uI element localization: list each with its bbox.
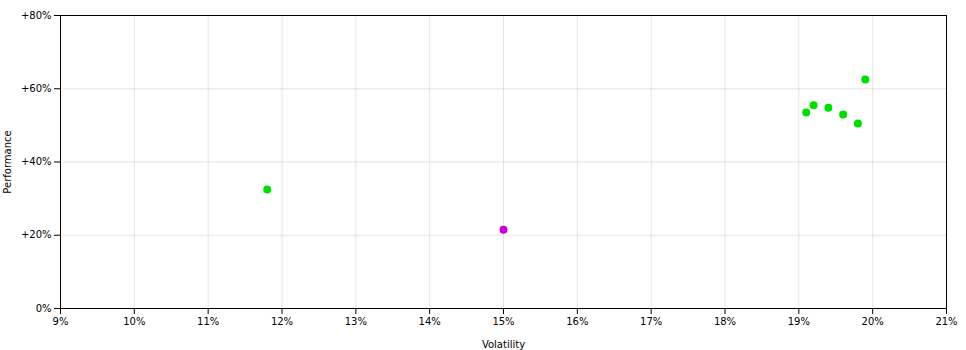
svg-text:20%: 20% — [862, 316, 884, 327]
svg-text:21%: 21% — [935, 316, 957, 327]
svg-text:+60%: +60% — [21, 83, 52, 94]
svg-text:11%: 11% — [197, 316, 219, 327]
svg-text:Volatility: Volatility — [482, 339, 525, 350]
svg-text:13%: 13% — [345, 316, 367, 327]
svg-text:+80%: +80% — [21, 10, 52, 21]
svg-text:14%: 14% — [419, 316, 441, 327]
svg-text:15%: 15% — [492, 316, 514, 327]
svg-text:18%: 18% — [714, 316, 736, 327]
svg-text:17%: 17% — [640, 316, 662, 327]
svg-text:Performance: Performance — [2, 130, 13, 193]
svg-text:12%: 12% — [271, 316, 293, 327]
svg-text:9%: 9% — [53, 316, 69, 327]
svg-text:0%: 0% — [36, 303, 52, 314]
svg-text:16%: 16% — [566, 316, 588, 327]
svg-text:+20%: +20% — [21, 229, 52, 240]
svg-text:19%: 19% — [788, 316, 810, 327]
svg-text:10%: 10% — [123, 316, 145, 327]
svg-text:+40%: +40% — [21, 156, 52, 167]
